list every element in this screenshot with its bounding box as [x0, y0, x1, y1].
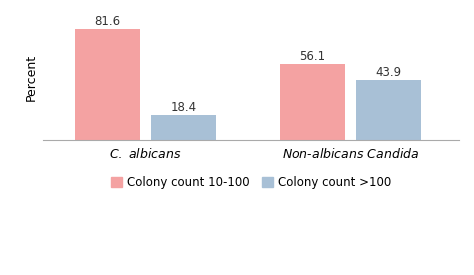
Bar [151, 115, 216, 140]
Text: 81.6: 81.6 [94, 15, 120, 28]
Text: 56.1: 56.1 [300, 50, 326, 63]
Y-axis label: Percent: Percent [25, 54, 37, 101]
Legend: Colony count 10-100, Colony count >100: Colony count 10-100, Colony count >100 [110, 176, 392, 189]
Bar [280, 64, 345, 140]
Text: 43.9: 43.9 [375, 66, 402, 79]
Bar [75, 29, 140, 140]
Bar [356, 80, 421, 140]
Text: 18.4: 18.4 [171, 101, 197, 114]
